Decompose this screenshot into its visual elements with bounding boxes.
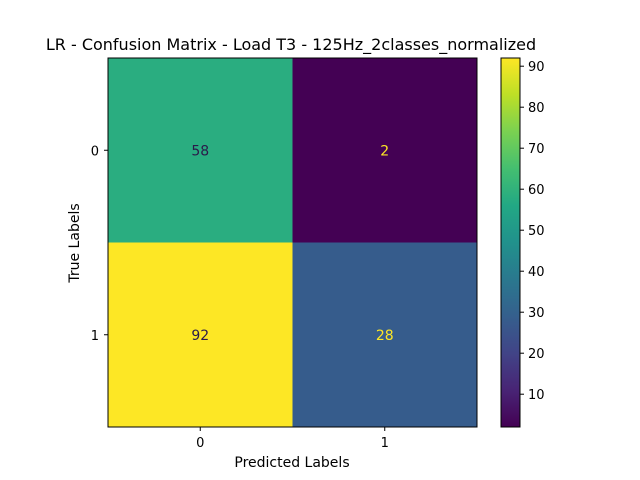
- y-tick-label: 0: [91, 144, 99, 159]
- heatmap-cell: [292, 242, 477, 427]
- colorbar-tick-label: 80: [528, 101, 545, 116]
- heatmap-cells: [108, 58, 477, 427]
- colorbar-ticks: 10 20 30 40 50 60 70 80 90: [520, 60, 545, 403]
- plot-frame: [107, 57, 478, 428]
- colorbar-tick-label: 20: [528, 347, 545, 362]
- y-axis-label: True Labels: [67, 203, 83, 283]
- colorbar-tick-label: 60: [528, 183, 545, 198]
- cell-value-label: 58: [191, 143, 209, 159]
- colorbar-tick-label: 70: [528, 142, 545, 157]
- cell-annotations: 58 2 92 28: [191, 143, 393, 344]
- heatmap-cell: [108, 58, 293, 243]
- cell-value-label: 92: [191, 328, 209, 344]
- colorbar-tick-label: 90: [528, 60, 545, 75]
- heatmap-cell: [108, 242, 293, 427]
- cell-value-label: 28: [376, 328, 394, 344]
- x-tick-label: 1: [381, 436, 389, 451]
- colorbar-tick-label: 50: [528, 224, 545, 239]
- colorbar-tick-label: 10: [528, 388, 545, 403]
- x-axis-label: Predicted Labels: [234, 455, 349, 471]
- heatmap-cell: [292, 58, 477, 243]
- y-axis-ticks: 01: [91, 144, 108, 344]
- colorbar-tick-label: 40: [528, 265, 545, 280]
- x-tick-label: 0: [196, 436, 204, 451]
- chart-title: LR - Confusion Matrix - Load T3 - 125Hz_…: [46, 35, 536, 55]
- colorbar-tick-label: 30: [528, 306, 545, 321]
- cell-value-label: 2: [380, 143, 389, 159]
- colorbar: [500, 57, 521, 428]
- y-tick-label: 1: [91, 329, 99, 344]
